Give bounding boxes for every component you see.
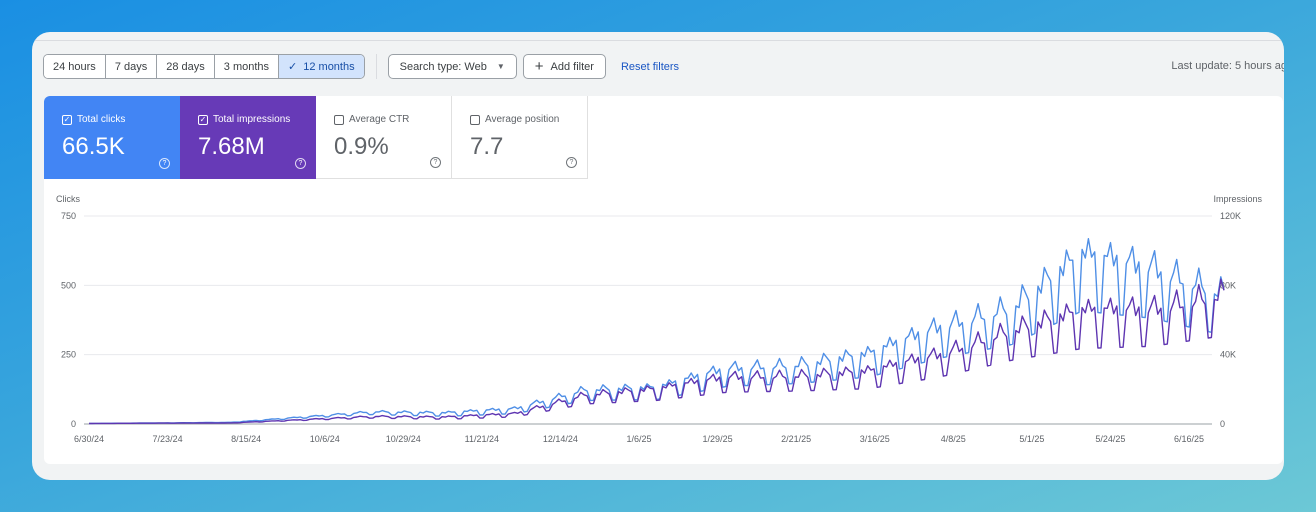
metric-total-impressions[interactable]: ✓ Total impressions 7.68M ? (180, 96, 316, 179)
metric-total-clicks[interactable]: ✓ Total clicks 66.5K ? (44, 96, 180, 179)
x-tick-label: 6/30/24 (74, 434, 104, 444)
range-label: 3 months (223, 60, 270, 73)
x-tick-label: 2/21/25 (781, 434, 811, 444)
metric-average-ctr[interactable]: Average CTR 0.9% ? (316, 96, 452, 179)
right-tick-label: 0 (1220, 419, 1225, 429)
range-24-hours[interactable]: 24 hours (44, 55, 106, 78)
range-3-months[interactable]: 3 months (214, 55, 280, 78)
metric-value: 7.7 (470, 133, 504, 160)
filter-divider (375, 54, 377, 79)
metric-value: 7.68M (198, 133, 265, 160)
performance-panel: ✓ Total clicks 66.5K ? ✓ Total impressions… (44, 96, 1283, 464)
x-tick-label: 12/14/24 (543, 434, 578, 444)
help-icon[interactable]: ? (159, 158, 170, 169)
range-7-days[interactable]: 7 days (105, 55, 158, 78)
range-28-days[interactable]: 28 days (157, 55, 215, 78)
help-icon[interactable]: ? (566, 157, 577, 168)
range-label: 28 days (166, 60, 205, 73)
caret-down-icon: ▼ (496, 62, 505, 71)
left-tick-label: 500 (61, 280, 76, 290)
top-divider (32, 40, 1284, 41)
checkbox-unchecked-icon[interactable] (334, 114, 344, 125)
metric-value: 66.5K (62, 133, 125, 160)
left-tick-label: 250 (61, 350, 76, 360)
metric-label: Total clicks (77, 114, 126, 125)
checkbox-unchecked-icon[interactable] (470, 114, 480, 125)
filter-bar: 24 hours 7 days 28 days 3 months ✓ 12 mon… (43, 54, 679, 79)
search-console-card: 24 hours 7 days 28 days 3 months ✓ 12 mon… (32, 32, 1284, 480)
reset-filters-link[interactable]: Reset filters (620, 60, 680, 73)
range-label: 7 days (114, 60, 148, 73)
impressions-series-line (89, 278, 1225, 425)
range-label: 12 months (303, 60, 355, 73)
x-tick-label: 8/15/24 (231, 434, 261, 444)
x-tick-label: 4/8/25 (941, 434, 966, 444)
performance-chart: Clicks Impressions 750 120K 500 80K 250 40K 0 0 6/… (56, 194, 1263, 444)
x-tick-label: 7/23/24 (153, 434, 183, 444)
add-filter-button[interactable]: + Add filter (522, 54, 606, 79)
right-tick-label: 40K (1220, 350, 1236, 360)
range-12-months[interactable]: ✓ 12 months (279, 55, 364, 78)
range-label: 24 hours (53, 60, 96, 73)
add-filter-label: Add filter (550, 60, 594, 73)
x-tick-label: 1/6/25 (626, 434, 651, 444)
x-tick-label: 5/1/25 (1019, 434, 1044, 444)
x-tick-label: 10/6/24 (310, 434, 340, 444)
x-tick-label: 3/16/25 (860, 434, 890, 444)
right-axis-title: Impressions (1213, 194, 1262, 204)
metric-label: Total impressions (213, 114, 291, 125)
help-icon[interactable]: ? (295, 158, 306, 169)
checkbox-checked-icon[interactable]: ✓ (62, 114, 72, 125)
left-tick-label: 750 (61, 211, 76, 221)
metric-value: 0.9% (334, 133, 389, 160)
metric-cards: ✓ Total clicks 66.5K ? ✓ Total impressions… (44, 96, 588, 179)
x-tick-label: 5/24/25 (1095, 434, 1125, 444)
right-tick-label: 80K (1220, 280, 1236, 290)
metric-average-position[interactable]: Average position 7.7 ? (452, 96, 588, 179)
clicks-series-line (89, 238, 1225, 425)
search-type-label: Search type: Web (399, 60, 487, 73)
checkmark-icon: ✓ (288, 61, 298, 73)
left-axis-title: Clicks (56, 194, 80, 204)
x-tick-label: 6/16/25 (1174, 434, 1204, 444)
last-update-text: Last update: 5 hours ag (1171, 60, 1284, 72)
search-type-dropdown[interactable]: Search type: Web ▼ (387, 54, 517, 79)
x-tick-label: 1/29/25 (703, 434, 733, 444)
left-tick-label: 0 (71, 419, 76, 429)
x-tick-label: 11/21/24 (465, 434, 499, 444)
plus-icon: + (534, 58, 544, 75)
metric-label: Average CTR (349, 114, 410, 125)
date-range-selector: 24 hours 7 days 28 days 3 months ✓ 12 mon… (43, 54, 365, 79)
checkbox-checked-icon[interactable]: ✓ (198, 114, 208, 125)
right-tick-label: 120K (1220, 211, 1241, 221)
help-icon[interactable]: ? (430, 157, 441, 168)
metric-label: Average position (485, 114, 560, 125)
x-tick-label: 10/29/24 (386, 434, 421, 444)
